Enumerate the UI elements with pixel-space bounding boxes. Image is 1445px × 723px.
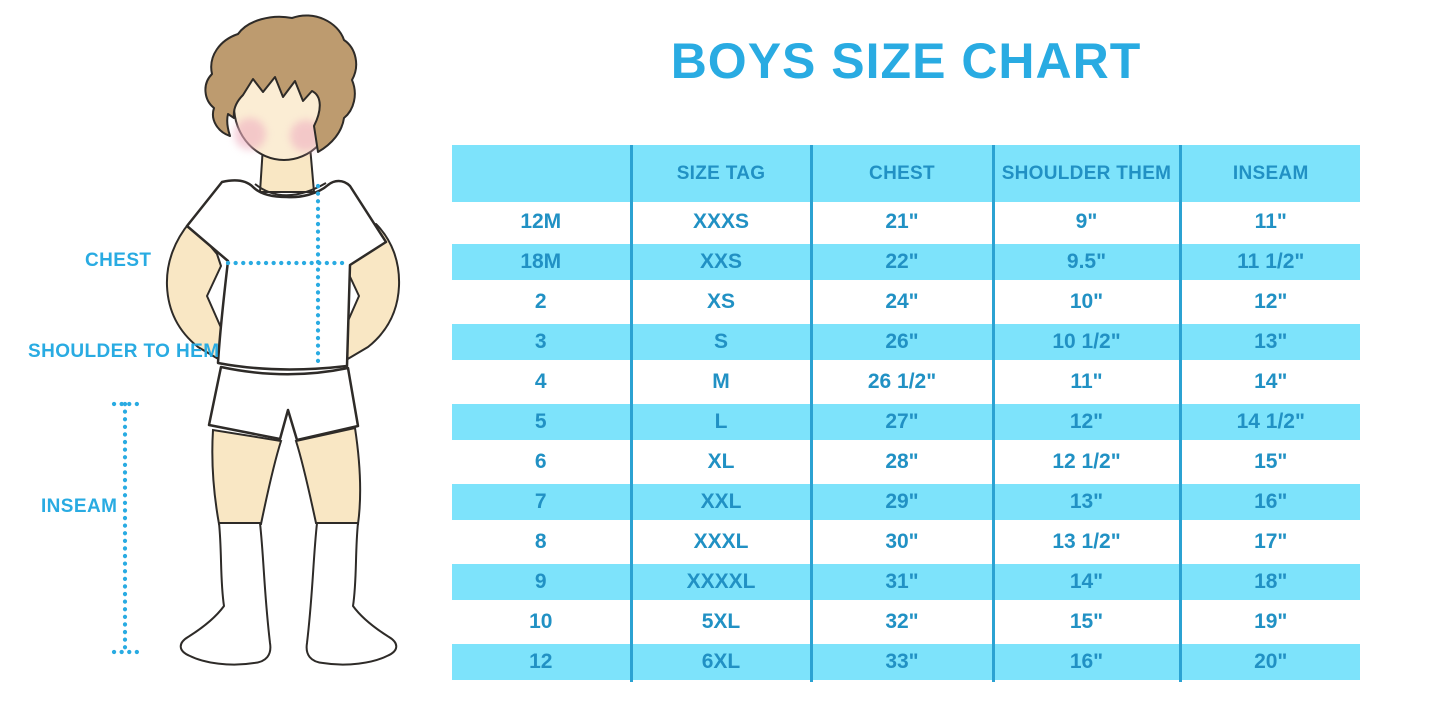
column-header-chest: CHEST (811, 145, 995, 202)
table-cell: XXXL (631, 522, 813, 562)
table-cell: 5XL (631, 602, 813, 642)
table-cell: 29" (811, 482, 995, 522)
table-cell: 20" (1180, 642, 1360, 682)
chest-label: CHEST (85, 250, 152, 271)
table-cell: 3 (452, 322, 633, 362)
table-cell: 14" (1254, 370, 1288, 393)
table-row: 9 XXXXL 31" 14" 18" (452, 562, 1360, 602)
table-cell: 21" (811, 202, 995, 242)
table-row: 8 XXXL 30" 13 1/2" 17" (452, 522, 1360, 562)
table-cell: 11" (1254, 210, 1287, 233)
column-header-shoulder: SHOULDER THEM (993, 145, 1182, 202)
table-row: 18M XXS 22" 9.5" 11 1/2" (452, 242, 1360, 282)
table-cell: 6XL (631, 642, 813, 682)
table-cell: 18" (1180, 562, 1360, 602)
inseam-label: INSEAM (41, 496, 118, 517)
page-title: BOYS SIZE CHART (670, 33, 1142, 89)
table-cell: XXL (631, 482, 813, 522)
table-cell: 11 1/2" (1180, 242, 1360, 282)
size-table: SIZE TAG CHEST SHOULDER THEM INSEAM 12M … (452, 145, 1360, 682)
table-cell: 15" (1254, 450, 1288, 473)
table-cell: 9" (993, 202, 1182, 242)
table-cell: XXS (631, 242, 813, 282)
table-cell: 28" (811, 442, 995, 482)
table-cell: 16" (1180, 482, 1360, 522)
table-cell: 26 1/2" (811, 362, 995, 402)
column-header-inseam: INSEAM (1180, 145, 1360, 202)
table-row: 12M XXXS 21" 9" 11" (452, 202, 1360, 242)
tshirt (185, 179, 388, 371)
table-cell: 12" (993, 402, 1182, 442)
table-cell: 17" (1254, 530, 1288, 553)
table-cell: 10 (452, 602, 633, 642)
table-cell: 12M (452, 202, 633, 242)
table-cell: 11" (993, 362, 1182, 402)
table-cell: 13 1/2" (993, 522, 1182, 562)
table-cell: XXXS (631, 202, 813, 242)
table-cell: 22" (811, 242, 995, 282)
left-leg (211, 428, 283, 525)
table-cell: 10 1/2" (993, 322, 1182, 362)
table-cell: 13" (993, 482, 1182, 522)
right-sock (305, 522, 398, 666)
hair (204, 14, 358, 153)
table-cell: 16" (993, 642, 1182, 682)
table-cell: M (631, 362, 813, 402)
table-row: 3 S 26" 10 1/2" 13" (452, 322, 1360, 362)
table-cell: 8 (452, 522, 633, 562)
table-cell: 24" (811, 282, 995, 322)
table-cell: L (631, 402, 813, 442)
table-cell: 12 (452, 642, 633, 682)
column-header-size-tag: SIZE TAG (631, 145, 813, 202)
table-cell: 7 (452, 482, 633, 522)
table-cell: 5 (452, 402, 633, 442)
table-cell: 27" (811, 402, 995, 442)
table-cell: 18M (452, 242, 633, 282)
table-cell: S (631, 322, 813, 362)
table-row: 6 XL 28" 12 1/2" 15" (452, 442, 1360, 482)
left-blush (234, 118, 266, 150)
table-cell: 12" (1254, 290, 1288, 313)
shorts (207, 365, 360, 442)
table-cell: 19" (1254, 610, 1288, 633)
table-row: 10 5XL 32" 15" 19" (452, 602, 1360, 642)
table-cell: 9.5" (993, 242, 1182, 282)
table-cell: 10" (993, 282, 1182, 322)
header-row: SIZE TAG CHEST SHOULDER THEM INSEAM (452, 145, 1360, 202)
table-cell: 6 (452, 442, 633, 482)
table-cell: 33" (811, 642, 995, 682)
table-cell: 2 (452, 282, 633, 322)
table-cell: 31" (811, 562, 995, 602)
table-cell: 14" (993, 562, 1182, 602)
table-cell: 26" (811, 322, 995, 362)
table-row: 7 XXL 29" 13" 16" (452, 482, 1360, 522)
left-sock (179, 522, 272, 666)
table-cell: 15" (993, 602, 1182, 642)
table-cell: XS (631, 282, 813, 322)
table-cell: 14 1/2" (1180, 402, 1360, 442)
boy-illustration (111, 14, 401, 666)
column-header-size (452, 145, 633, 202)
table-row: 4 M 26 1/2" 11" 14" (452, 362, 1360, 402)
table-row: 12 6XL 33" 16" 20" (452, 642, 1360, 682)
shoulder-to-hem-label: SHOULDER TO HEM (28, 341, 220, 362)
table-row: 5 L 27" 12" 14 1/2" (452, 402, 1360, 442)
table-cell: 4 (452, 362, 633, 402)
table-cell: 30" (811, 522, 995, 562)
measurement-lines (111, 183, 346, 655)
table-cell: XXXXL (631, 562, 813, 602)
right-leg (294, 426, 362, 526)
table-row: 2 XS 24" 10" 12" (452, 282, 1360, 322)
table-cell: XL (631, 442, 813, 482)
table-cell: 9 (452, 562, 633, 602)
table-cell: 12 1/2" (993, 442, 1182, 482)
table-cell: 13" (1180, 322, 1360, 362)
table-cell: 32" (811, 602, 995, 642)
